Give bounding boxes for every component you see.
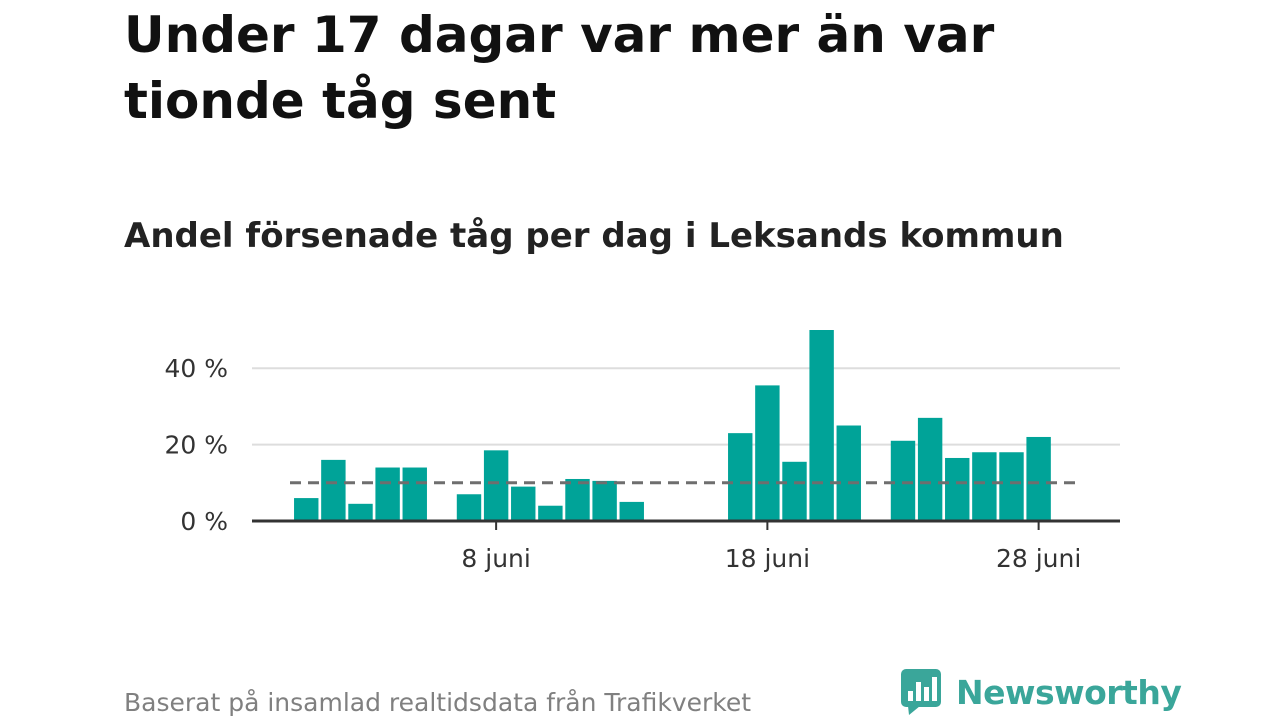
bar [728,433,753,521]
bar [782,461,807,521]
bar [511,486,536,521]
bar [402,467,427,521]
bar [1026,436,1051,521]
bar [836,425,861,521]
bar [375,467,400,521]
bars [294,330,1051,521]
bar [592,480,617,521]
brand[interactable]: Newsworthy [900,668,1182,716]
bar [348,503,373,521]
y-tick-label: 0 % [180,507,228,536]
chart-subtitle: Andel försenade tåg per dag i Leksands k… [124,216,1064,256]
bar-chart: 0 % 20 % 40 % 8 juni 18 juni 28 juni [164,330,1120,573]
x-tick-label: 8 juni [461,544,530,573]
chart-title: Under 17 dagar var mer än var tionde tåg… [124,6,995,130]
bar [809,330,834,521]
bar [917,417,943,521]
bar [538,505,563,521]
x-axis [252,519,1120,530]
y-tick-label: 20 % [164,431,228,460]
bar [565,478,590,521]
brand-name: Newsworthy [956,672,1182,712]
bar [619,501,644,521]
x-tick-label: 18 juni [725,544,810,573]
bar [999,452,1024,521]
bar [321,459,346,521]
tick-labels: 0 % 20 % 40 % 8 juni 18 juni 28 juni [164,354,1081,573]
bar [456,494,482,521]
y-tick-label: 40 % [164,354,228,383]
source-note: Baserat på insamlad realtidsdata från Tr… [124,688,752,717]
bar [483,450,509,521]
bar [972,452,997,521]
bar [294,498,319,521]
x-tick-label: 28 juni [996,544,1081,573]
newsworthy-logo-icon [901,669,941,715]
bar [945,457,970,521]
gridlines [252,367,1120,446]
bar [755,385,780,521]
bar [890,440,916,521]
